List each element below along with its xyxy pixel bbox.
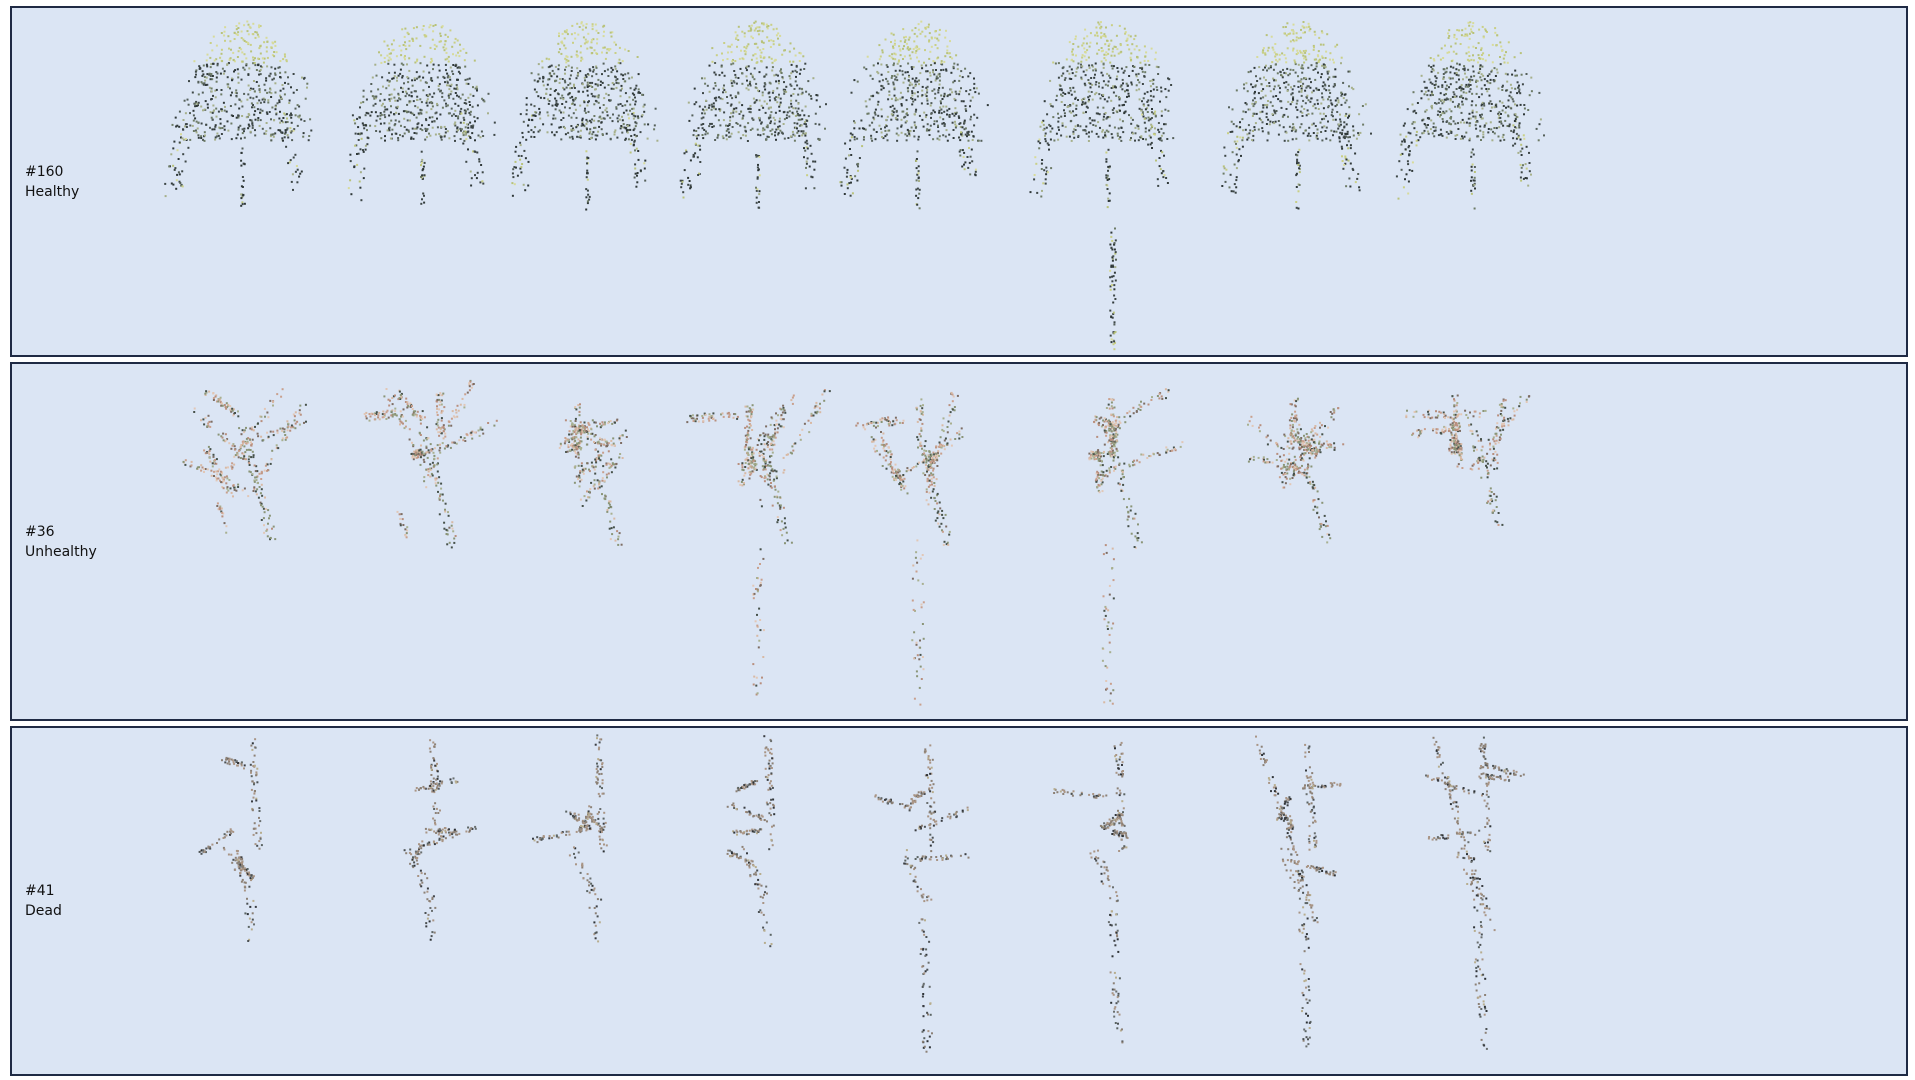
tree-view-6 — [1088, 388, 1184, 705]
tree-view-5 — [855, 391, 964, 706]
tree-panel-unhealthy: #36 Unhealthy — [10, 362, 1908, 721]
tree-id: #160 — [25, 163, 64, 180]
tree-view-4 — [686, 389, 831, 696]
tree-id: #36 — [25, 523, 55, 540]
tree-view-7 — [1247, 397, 1345, 544]
tree-view-3 — [511, 21, 659, 211]
tree-view-7 — [1255, 735, 1342, 1048]
tree-view-7 — [1221, 21, 1372, 210]
point-cloud-views-healthy — [164, 20, 1545, 351]
tree-panel-dead: #41 Dead — [10, 726, 1908, 1076]
tree-view-1 — [164, 20, 313, 207]
panel-label: #36 Unhealthy — [25, 522, 97, 562]
tree-view-2 — [363, 379, 498, 549]
tree-view-2 — [347, 24, 496, 205]
point-cloud-views-dead — [198, 734, 1525, 1053]
tree-view-2 — [403, 739, 477, 941]
tree-panel-healthy: #160 Healthy — [10, 6, 1908, 357]
tree-view-8 — [1395, 21, 1545, 210]
tree-status: Unhealthy — [25, 543, 97, 560]
tree-view-8 — [1425, 736, 1525, 1050]
tree-view-1 — [198, 738, 263, 942]
tree-view-5 — [874, 744, 970, 1053]
tree-status: Healthy — [25, 183, 80, 200]
tree-view-4 — [726, 735, 776, 948]
tree-view-8 — [1405, 394, 1531, 526]
panel-label: #160 Healthy — [25, 162, 79, 202]
point-cloud-views-unhealthy — [182, 379, 1531, 706]
tree-view-1 — [182, 388, 307, 541]
tree-id: #41 — [25, 883, 55, 899]
tree-view-4 — [679, 20, 827, 209]
tree-status: Dead — [25, 903, 62, 919]
panel-label: #41 Dead — [25, 881, 62, 921]
tree-view-3 — [532, 734, 608, 943]
tree-view-6 — [1029, 21, 1175, 351]
tree-view-3 — [558, 403, 628, 546]
tree-view-5 — [839, 20, 989, 210]
tree-view-6 — [1053, 741, 1129, 1044]
